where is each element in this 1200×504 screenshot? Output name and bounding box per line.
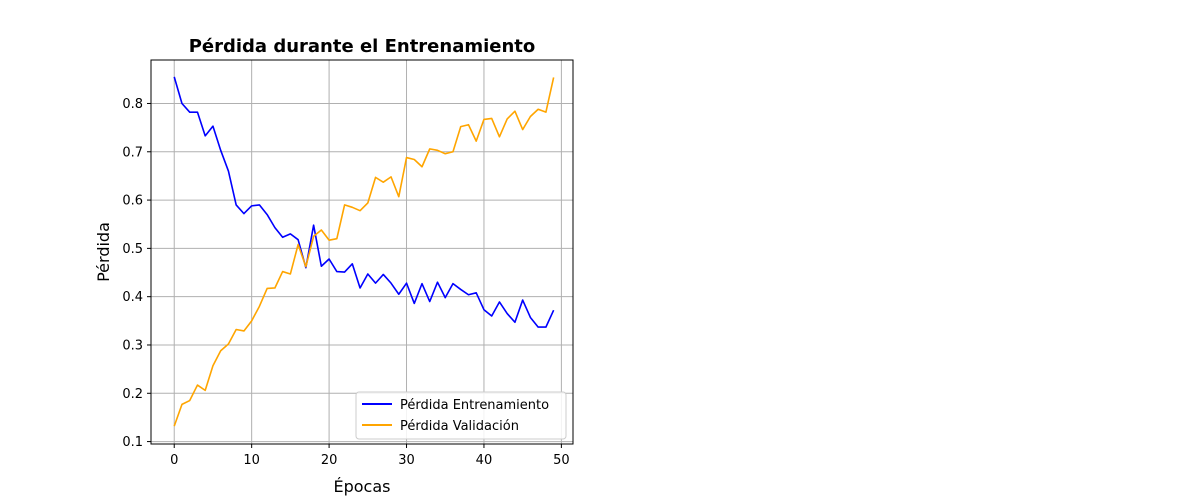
- y-tick-label: 0.5: [122, 242, 143, 257]
- y-tick-label: 0.6: [122, 194, 143, 209]
- chart-title: Pérdida durante el Entrenamiento: [189, 36, 536, 57]
- x-tick-label: 50: [553, 453, 570, 468]
- y-tick-label: 0.8: [122, 97, 143, 112]
- series-lines: [173, 76, 555, 427]
- series-line-training: [173, 76, 555, 328]
- y-tick-label: 0.1: [122, 435, 143, 450]
- y-tick-label: 0.2: [122, 387, 143, 402]
- x-axis-label: Épocas: [334, 477, 391, 496]
- legend: Pérdida Entrenamiento Pérdida Validación: [355, 391, 567, 440]
- y-tick-label: 0.4: [122, 290, 143, 305]
- axes: 0 10 20 30 40 50 0.1 0.2 0.3 0.4 0.5 0.6 0.7 0.8: [122, 97, 569, 468]
- legend-label-training: Pérdida Entrenamiento: [400, 398, 549, 413]
- y-tick-label: 0.3: [122, 338, 143, 353]
- x-tick-label: 20: [321, 453, 338, 468]
- legend-label-validation: Pérdida Validación: [400, 419, 519, 434]
- y-tick-label: 0.7: [122, 145, 143, 160]
- grid-lines: [151, 60, 573, 444]
- x-tick-label: 0: [170, 453, 178, 468]
- x-tick-label: 30: [398, 453, 415, 468]
- legend-box: [355, 391, 567, 440]
- y-axis-label: Pérdida: [94, 222, 113, 282]
- series-line-validation: [173, 77, 555, 427]
- x-tick-label: 10: [243, 453, 260, 468]
- plot-area-frame: [150, 59, 574, 445]
- x-tick-label: 40: [476, 453, 493, 468]
